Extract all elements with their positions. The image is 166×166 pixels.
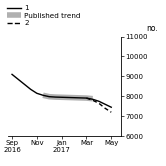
Legend: 1, Published trend, 2: 1, Published trend, 2 [7,5,81,26]
Text: no.: no. [146,24,158,33]
